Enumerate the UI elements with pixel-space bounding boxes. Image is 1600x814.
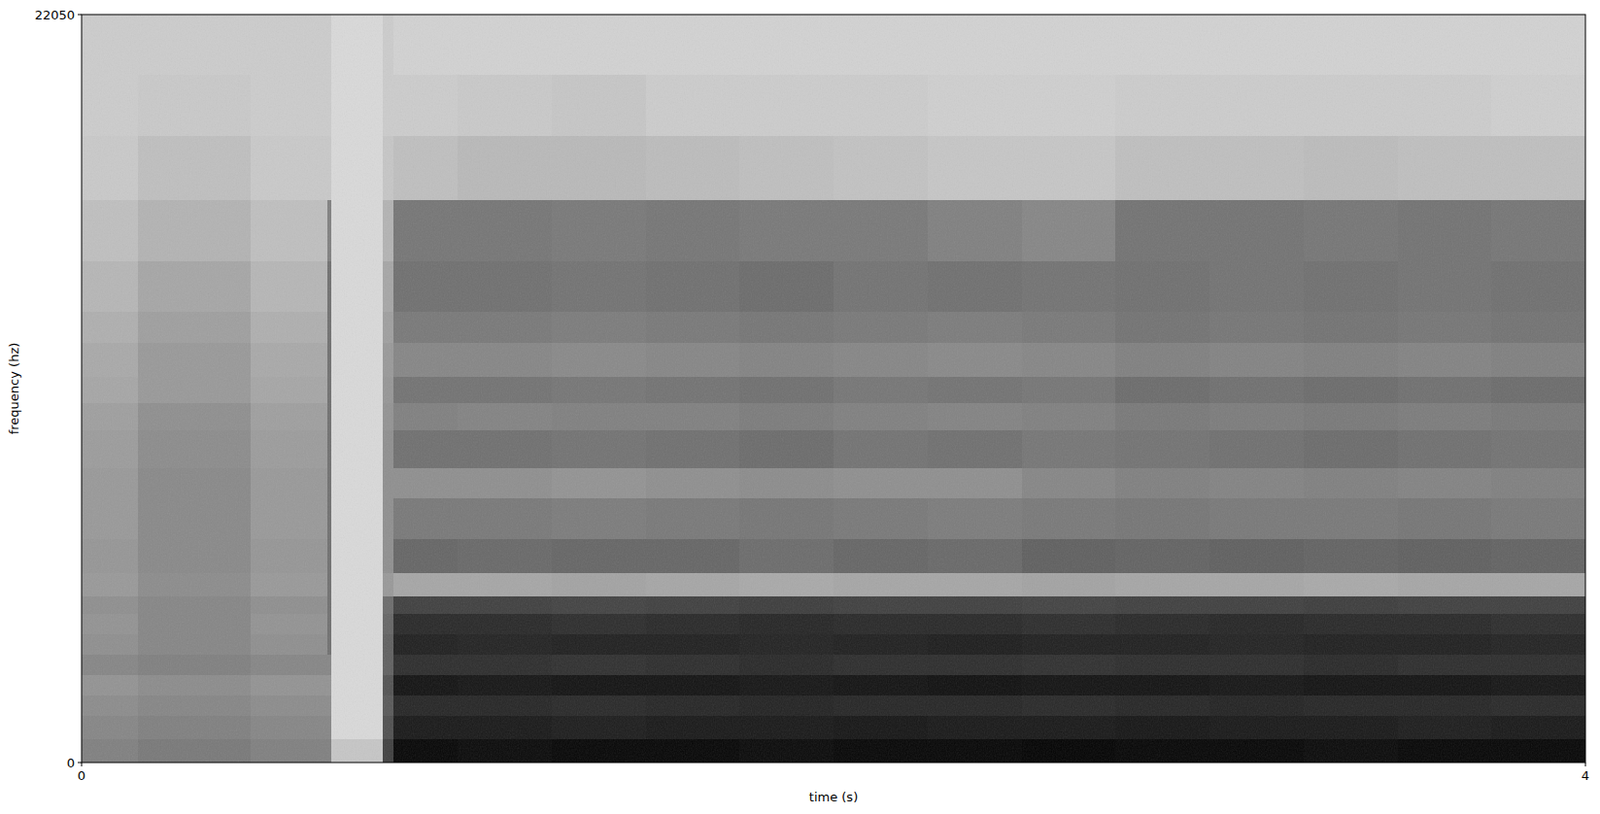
- x-axis-label: time (s): [809, 789, 858, 805]
- x-tick: [1585, 762, 1587, 767]
- spectrogram: [81, 14, 1586, 763]
- x-tick-label: 4: [1581, 768, 1590, 783]
- y-tick: [77, 762, 82, 764]
- frame: [81, 14, 1586, 763]
- chart: 0 4 0 22050 time (s) frequency (hz): [0, 0, 1600, 814]
- y-axis-label: frequency (hz): [6, 342, 22, 436]
- x-tick-label: 0: [77, 768, 86, 783]
- y-tick-label: 0: [67, 755, 75, 771]
- y-tick-label: 22050: [34, 7, 75, 23]
- x-tick: [81, 762, 83, 767]
- y-tick: [77, 14, 82, 16]
- texture: [81, 14, 1586, 763]
